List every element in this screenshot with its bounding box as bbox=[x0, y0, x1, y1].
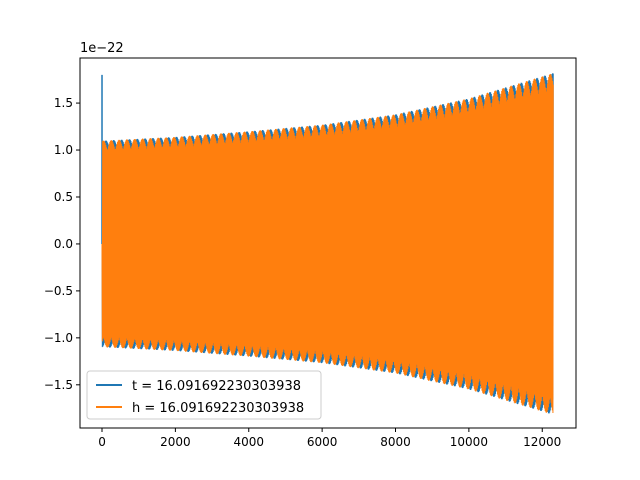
y-axis: −1.5 −1.0 −0.5 0.0 0.5 1.0 1.5 bbox=[44, 96, 80, 392]
legend-label-t: t = 16.09169223030393​8 bbox=[132, 379, 301, 394]
y-tick-label: −1.5 bbox=[44, 378, 73, 392]
y-tick-label: 0.5 bbox=[54, 190, 73, 204]
x-axis: 0 2000 4000 6000 8000 10000 12000 bbox=[98, 428, 561, 449]
x-tick-label: 10000 bbox=[450, 435, 488, 449]
y-scale-offset-label: 1e−22 bbox=[80, 41, 124, 56]
legend-label-h: h = 16.09169223030393​8 bbox=[132, 401, 304, 416]
y-tick-label: 1.0 bbox=[54, 143, 73, 157]
legend-box bbox=[86, 370, 322, 420]
plot-area bbox=[101, 73, 554, 414]
y-tick-label: −1.0 bbox=[44, 331, 73, 345]
series-h bbox=[101, 74, 554, 414]
axes-frame bbox=[79, 57, 577, 429]
legend: t = 16.09169223030393​8 h = 16.091692230… bbox=[86, 370, 322, 420]
y-tick-label: 0.0 bbox=[54, 237, 73, 251]
y-tick-label: −0.5 bbox=[44, 284, 73, 298]
x-tick-label: 0 bbox=[98, 435, 106, 449]
x-tick-label: 4000 bbox=[233, 435, 264, 449]
x-tick-label: 8000 bbox=[380, 435, 411, 449]
series-line bbox=[101, 74, 554, 414]
x-tick-label: 12000 bbox=[523, 435, 561, 449]
x-tick-label: 6000 bbox=[307, 435, 338, 449]
y-tick-label: 1.5 bbox=[54, 96, 73, 110]
x-tick-label: 2000 bbox=[160, 435, 191, 449]
